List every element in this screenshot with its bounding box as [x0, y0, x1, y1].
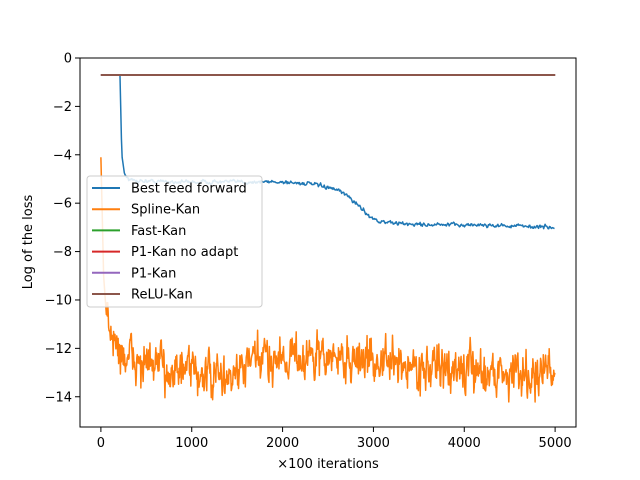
x-axis-label: ×100 iterations	[277, 457, 379, 472]
x-axis: 0 1000 2000 3000 4000 5000	[97, 427, 572, 451]
y-tick-label-7: −14	[45, 390, 72, 405]
legend-label-3: P1-Kan no adapt	[131, 245, 238, 260]
series-line-1	[100, 157, 556, 403]
y-axis-label: Log of the loss	[21, 194, 36, 289]
legend-label-2: Fast-Kan	[131, 224, 186, 239]
y-tick-label-0: 0	[64, 52, 72, 67]
series-layer	[100, 73, 556, 403]
x-tick-label-4: 4000	[448, 436, 481, 451]
x-tick-label-2: 2000	[266, 436, 299, 451]
legend-box	[86, 175, 263, 308]
plot-frame	[79, 57, 577, 428]
y-tick-label-3: −6	[53, 197, 72, 212]
legend-label-0: Best feed forward	[131, 182, 247, 197]
y-axis: 0 −2 −4 −6 −8 −10 −12 −14	[45, 52, 80, 405]
y-tick-label-5: −10	[45, 293, 72, 308]
y-tick-label-4: −8	[53, 245, 72, 260]
x-tick-label-5: 5000	[539, 436, 572, 451]
x-tick-label-3: 3000	[357, 436, 390, 451]
legend: Best feed forward Spline-Kan Fast-Kan P1-Ka…	[86, 175, 263, 308]
x-tick-label-1: 1000	[175, 436, 208, 451]
legend-label-5: ReLU-Kan	[131, 288, 193, 303]
legend-label-1: Spline-Kan	[131, 203, 200, 218]
legend-label-4: P1-Kan	[131, 266, 176, 281]
y-tick-label-2: −4	[53, 148, 72, 163]
x-tick-label-0: 0	[97, 436, 105, 451]
y-tick-label-6: −12	[45, 342, 72, 357]
y-tick-label-1: −2	[53, 100, 72, 115]
